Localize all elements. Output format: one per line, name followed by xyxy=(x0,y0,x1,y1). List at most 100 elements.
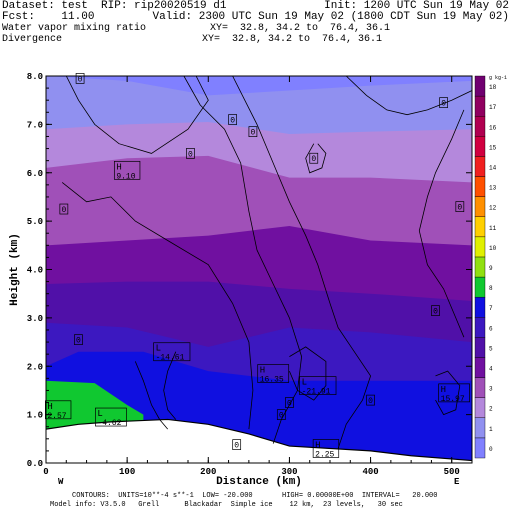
x-tick-label: 200 xyxy=(200,467,216,477)
divergence-contour xyxy=(65,76,209,154)
colorbar-label: 18 xyxy=(489,84,497,91)
svg-text:0: 0 xyxy=(287,400,292,409)
colorbar-unit: g kg-1 xyxy=(489,75,507,81)
y-tick-label: 6.0 xyxy=(27,169,43,179)
contour-zero-label: 0 xyxy=(59,203,69,215)
field-name-contoured: Divergence xyxy=(2,34,63,45)
extremum-value: 16.35 xyxy=(260,376,284,385)
colorbar-cell xyxy=(474,156,486,177)
extremum-type: L xyxy=(97,409,102,419)
high-marker: H2.57 xyxy=(45,400,72,421)
svg-text:0: 0 xyxy=(61,206,66,215)
svg-text:0: 0 xyxy=(78,75,83,84)
colorbar-cell xyxy=(474,256,486,278)
extremum-value: 2.57 xyxy=(47,412,66,421)
colorbar-cell xyxy=(474,437,486,459)
cross-section-coords-1: XY= 32.8, 34.2 to 76.4, 36.1 xyxy=(210,23,391,34)
terrain xyxy=(46,419,472,463)
colorbar-cell xyxy=(474,216,486,238)
y-tick-label: 0.0 xyxy=(27,459,43,469)
y-tick-label: 8.0 xyxy=(27,72,43,82)
init-time: Init: 1200 UTC Sun 19 May 02 xyxy=(324,0,509,12)
x-axis-label: Distance (km) xyxy=(216,476,302,488)
svg-text:0: 0 xyxy=(368,397,373,406)
colorbar-label: 16 xyxy=(489,124,497,131)
colorbar-cell xyxy=(474,95,486,117)
contour-zero-label: 0 xyxy=(228,114,237,126)
y-tick-label: 3.0 xyxy=(27,314,43,324)
y-tick-label: 5.0 xyxy=(27,217,43,227)
high-marker: H2.25 xyxy=(312,439,340,459)
colorbar-label: 2 xyxy=(489,406,493,413)
contour-zero-label: 0 xyxy=(439,97,448,109)
colorbar-label: 6 xyxy=(489,325,493,332)
colorbar-label: 7 xyxy=(489,305,493,312)
extremum-value: 9.10 xyxy=(116,172,135,181)
divergence-contour xyxy=(183,76,303,444)
contour-zero-label: 0 xyxy=(232,439,242,451)
divergence-contour xyxy=(163,351,177,420)
colorbar-label: 13 xyxy=(489,185,497,192)
colorbar-label: 15 xyxy=(489,144,497,151)
extremum-value: -4.62 xyxy=(97,419,121,428)
contour-zero-label: 0 xyxy=(366,394,375,406)
low-marker: L-14.61 xyxy=(153,342,191,363)
x-tick-label: 100 xyxy=(119,467,135,477)
y-tick-label: 7.0 xyxy=(27,120,43,130)
colorbar-cell xyxy=(474,176,486,197)
extremum-type: H xyxy=(47,402,52,412)
extremum-value: 2.25 xyxy=(315,450,334,459)
colorbar-cell xyxy=(474,136,486,157)
colorbar-label: 1 xyxy=(489,426,493,433)
colorbar-label: 4 xyxy=(489,366,493,373)
svg-text:0: 0 xyxy=(251,129,256,138)
divergence-contour xyxy=(418,109,465,338)
contour-zero-label: 0 xyxy=(74,334,83,346)
extremum-type: H xyxy=(116,162,121,172)
svg-text:0: 0 xyxy=(234,442,239,451)
extremum-type: H xyxy=(441,385,446,395)
svg-text:0: 0 xyxy=(188,150,193,159)
contour-zero-label: 0 xyxy=(309,152,319,164)
extremum-value: -21.91 xyxy=(302,388,331,397)
x-tick-label: 0 xyxy=(43,467,48,477)
cross-section-coords-2: XY= 32.8, 34.2 to 76.4, 36.1 xyxy=(202,34,383,45)
svg-text:0: 0 xyxy=(441,100,446,109)
contour-zero-label: 0 xyxy=(455,201,465,213)
colorbar-label: 0 xyxy=(489,446,493,453)
colorbar-label: 11 xyxy=(489,225,497,232)
colorbar-label: 8 xyxy=(489,285,493,292)
west-label: W xyxy=(58,477,64,487)
svg-text:0: 0 xyxy=(311,155,316,164)
svg-text:0: 0 xyxy=(279,412,284,421)
divergence-contour xyxy=(305,143,327,174)
extremum-type: H xyxy=(260,366,265,376)
colorbar-label: 10 xyxy=(489,245,497,252)
colorbar-cell xyxy=(474,236,486,258)
colorbar-label: 3 xyxy=(489,386,493,393)
extremum-type: L xyxy=(302,378,307,388)
extremum-type: L xyxy=(156,344,161,354)
colorbar-label: 14 xyxy=(489,164,497,171)
y-axis-label: Height (km) xyxy=(9,233,21,306)
contour-zero-label: 0 xyxy=(186,148,195,159)
svg-text:0: 0 xyxy=(230,117,235,126)
forecast-hour: Fcst: 11.00 xyxy=(2,11,95,23)
contour-zero-label: 0 xyxy=(276,409,286,421)
high-marker: H9.10 xyxy=(113,160,141,181)
extremum-value: 15.97 xyxy=(441,395,465,404)
contour-zero-label: 0 xyxy=(75,73,85,84)
colorbar-cell xyxy=(474,377,486,398)
colorbar-cell xyxy=(474,116,486,137)
model-info: Model info: V3.5.0 Grell Blackadar Simpl… xyxy=(50,501,403,509)
contour-info: CONTOURS: UNITS=10**-4 s**-1 LOW= -20.00… xyxy=(72,492,438,500)
divergence-contour xyxy=(61,182,254,430)
y-tick-label: 4.0 xyxy=(27,266,43,276)
east-label: E xyxy=(454,477,460,487)
terrain-outline xyxy=(46,418,472,462)
svg-text:0: 0 xyxy=(433,308,438,317)
extremum-type: H xyxy=(315,440,320,450)
svg-text:0: 0 xyxy=(457,204,462,213)
colorbar-label: 17 xyxy=(489,104,497,111)
